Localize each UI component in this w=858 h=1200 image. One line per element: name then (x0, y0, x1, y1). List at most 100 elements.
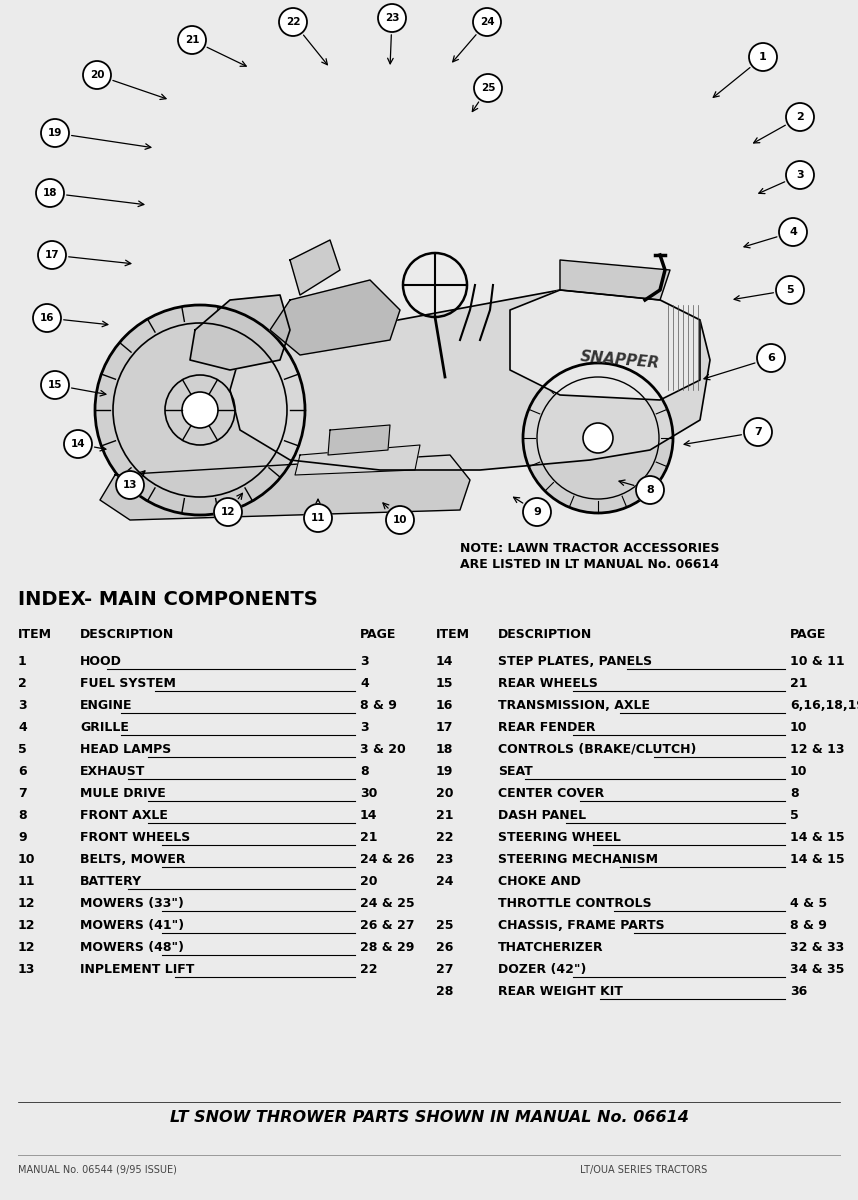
Text: 4 & 5: 4 & 5 (790, 898, 827, 910)
Text: REAR WHEELS: REAR WHEELS (498, 677, 598, 690)
Text: BATTERY: BATTERY (80, 875, 142, 888)
Text: 24: 24 (436, 875, 454, 888)
Text: 19: 19 (436, 766, 453, 778)
Text: 1: 1 (759, 52, 767, 62)
Text: EXHAUST: EXHAUST (80, 766, 145, 778)
Circle shape (178, 26, 206, 54)
Text: 22: 22 (286, 17, 300, 26)
Text: 28 & 29: 28 & 29 (360, 941, 414, 954)
Text: NOTE: LAWN TRACTOR ACCESSORIES: NOTE: LAWN TRACTOR ACCESSORIES (460, 542, 720, 554)
Text: 9: 9 (18, 830, 27, 844)
Text: 12: 12 (18, 919, 35, 932)
Text: BELTS, MOWER: BELTS, MOWER (80, 853, 185, 866)
Text: 12: 12 (18, 898, 35, 910)
Text: 4: 4 (789, 227, 797, 236)
Polygon shape (100, 455, 470, 520)
Circle shape (83, 61, 111, 89)
Text: LT SNOW THROWER PARTS SHOWN IN MANUAL No. 06614: LT SNOW THROWER PARTS SHOWN IN MANUAL No… (170, 1110, 688, 1126)
Text: 24 & 26: 24 & 26 (360, 853, 414, 866)
Text: ENGINE: ENGINE (80, 698, 132, 712)
Text: STEERING WHEEL: STEERING WHEEL (498, 830, 621, 844)
Circle shape (95, 305, 305, 515)
Text: 27: 27 (436, 962, 454, 976)
Circle shape (116, 470, 144, 499)
Polygon shape (190, 295, 290, 370)
Text: 13: 13 (123, 480, 137, 490)
Text: ITEM: ITEM (436, 628, 470, 641)
Text: 14: 14 (70, 439, 85, 449)
Circle shape (744, 418, 772, 446)
Text: MOWERS (33"): MOWERS (33") (80, 898, 184, 910)
Text: 3: 3 (360, 721, 369, 734)
Text: 11: 11 (18, 875, 35, 888)
Text: 22: 22 (436, 830, 454, 844)
Text: MULE DRIVE: MULE DRIVE (80, 787, 166, 800)
Text: CENTER COVER: CENTER COVER (498, 787, 604, 800)
Circle shape (636, 476, 664, 504)
Circle shape (386, 506, 414, 534)
Text: 6,16,18,19: 6,16,18,19 (790, 698, 858, 712)
Text: 5: 5 (790, 809, 799, 822)
Text: 23: 23 (384, 13, 399, 23)
Text: ARE LISTED IN LT MANUAL No. 06614: ARE LISTED IN LT MANUAL No. 06614 (460, 558, 719, 571)
Text: 10: 10 (18, 853, 35, 866)
Polygon shape (560, 260, 670, 300)
Circle shape (523, 362, 673, 514)
Text: 30: 30 (360, 787, 378, 800)
Text: DESCRIPTION: DESCRIPTION (498, 628, 592, 641)
Text: INPLEMENT LIFT: INPLEMENT LIFT (80, 962, 195, 976)
Text: 14: 14 (436, 655, 454, 668)
Text: 20: 20 (360, 875, 378, 888)
Text: CONTROLS (BRAKE/CLUTCH): CONTROLS (BRAKE/CLUTCH) (498, 743, 697, 756)
Text: 6: 6 (767, 353, 775, 362)
Circle shape (779, 218, 807, 246)
Text: 2: 2 (796, 112, 804, 122)
Text: REAR WEIGHT KIT: REAR WEIGHT KIT (498, 985, 623, 998)
Text: 14 & 15: 14 & 15 (790, 830, 844, 844)
Text: 25: 25 (480, 83, 495, 92)
Text: DESCRIPTION: DESCRIPTION (80, 628, 174, 641)
Circle shape (786, 161, 814, 188)
Text: SEAT: SEAT (498, 766, 533, 778)
Circle shape (583, 422, 613, 452)
Circle shape (41, 119, 69, 146)
Text: 8: 8 (790, 787, 799, 800)
Text: CHOKE AND: CHOKE AND (498, 875, 581, 888)
Text: 12: 12 (221, 506, 235, 517)
Text: 5: 5 (786, 284, 794, 295)
Text: 10: 10 (790, 721, 807, 734)
Text: PAGE: PAGE (360, 628, 396, 641)
Text: TRANSMISSION, AXLE: TRANSMISSION, AXLE (498, 698, 650, 712)
Text: 15: 15 (48, 380, 63, 390)
Text: 3: 3 (360, 655, 369, 668)
Text: 8: 8 (18, 809, 27, 822)
Circle shape (786, 103, 814, 131)
Circle shape (214, 498, 242, 526)
Circle shape (279, 8, 307, 36)
Text: 3: 3 (796, 170, 804, 180)
Text: 26: 26 (436, 941, 453, 954)
Text: 3: 3 (18, 698, 27, 712)
Text: 12 & 13: 12 & 13 (790, 743, 844, 756)
Text: 4: 4 (360, 677, 369, 690)
Text: 21: 21 (436, 809, 454, 822)
Text: 17: 17 (45, 250, 59, 260)
Text: 20: 20 (90, 70, 105, 80)
Circle shape (749, 43, 777, 71)
Text: DASH PANEL: DASH PANEL (498, 809, 586, 822)
Circle shape (523, 498, 551, 526)
Text: 7: 7 (754, 427, 762, 437)
Text: 32 & 33: 32 & 33 (790, 941, 844, 954)
Text: FRONT WHEELS: FRONT WHEELS (80, 830, 190, 844)
Text: CHASSIS, FRAME PARTS: CHASSIS, FRAME PARTS (498, 919, 665, 932)
Text: 8 & 9: 8 & 9 (790, 919, 827, 932)
Circle shape (474, 74, 502, 102)
Text: 21: 21 (184, 35, 199, 44)
Circle shape (304, 504, 332, 532)
Text: INDEX- MAIN COMPONENTS: INDEX- MAIN COMPONENTS (18, 590, 317, 608)
Circle shape (33, 304, 61, 332)
Text: 24: 24 (480, 17, 494, 26)
Polygon shape (270, 280, 400, 355)
Text: ITEM: ITEM (18, 628, 52, 641)
Text: HOOD: HOOD (80, 655, 122, 668)
